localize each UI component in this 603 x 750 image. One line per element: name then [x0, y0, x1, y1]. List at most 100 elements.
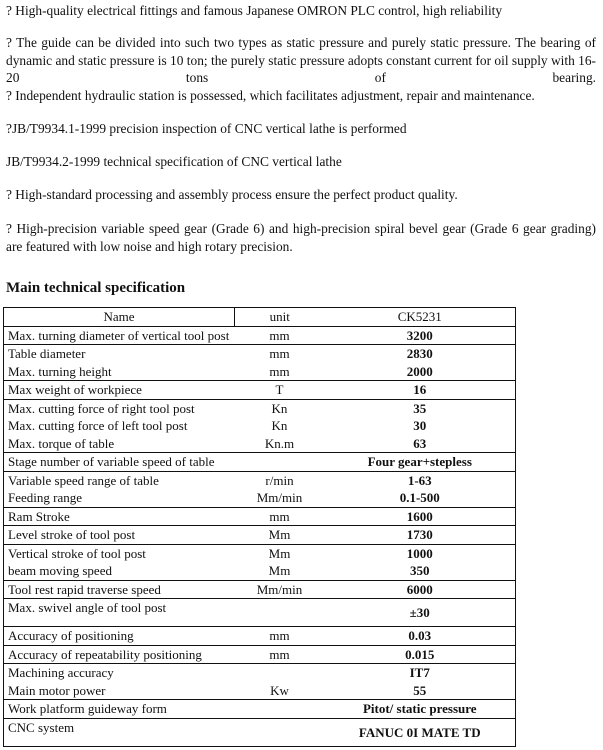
spec-name: Max. cutting force of left tool post: [8, 418, 188, 434]
spec-name: beam moving speed: [8, 563, 112, 579]
feature-specification: JB/T9934.2-1999 technical specification …: [6, 154, 342, 169]
spec-unit: Mm: [268, 563, 291, 579]
spec-value: 1000: [324, 543, 516, 562]
spec-name: Stage number of variable speed of table: [3, 452, 235, 471]
spec-unit: mm: [269, 363, 290, 379]
table-row: Max. turning height mm 2000: [4, 363, 516, 381]
feature-guide: ? The guide can be divided into such two…: [6, 35, 596, 85]
spec-value: 6000: [324, 579, 516, 599]
spec-name: Max. cutting force of right tool post: [3, 398, 235, 417]
spec-value: 63: [413, 435, 427, 451]
table-row: Max. swivel angle of tool post ±30: [3, 598, 516, 627]
spec-unit: mm: [234, 626, 325, 645]
spec-value: Pitot/ static pressure: [324, 699, 516, 718]
header-model: CK5231: [324, 307, 516, 326]
spec-name: Accuracy of repeatability positioning: [3, 644, 235, 664]
spec-name: Max weight of workpiece: [3, 380, 235, 399]
spec-value: Four gear+stepless: [324, 452, 516, 471]
spec-name: Machining accuracy: [3, 663, 235, 682]
table-row: Accuracy of repeatability positioning mm 0…: [3, 644, 516, 664]
table-row: Max. cutting force of right tool post Kn 3…: [3, 398, 516, 417]
spec-unit: [234, 663, 325, 682]
spec-name: Level stroke of tool post: [3, 525, 235, 544]
spec-name: Max. torque of table: [8, 435, 115, 451]
table-row: Max. cutting force of left tool post Kn 30: [4, 417, 516, 435]
feature-processing: ? High-standard processing and assembly …: [6, 187, 458, 202]
spec-unit: T: [234, 380, 325, 399]
table-row: Table diameter mm 2830: [3, 344, 516, 363]
table-row: Stage number of variable speed of table F…: [3, 452, 516, 471]
spec-unit: Kn.m: [264, 435, 295, 451]
spec-name: Ram Stroke: [3, 506, 235, 526]
spec-name: Variable speed range of table: [3, 470, 235, 489]
spec-value: 30: [413, 418, 427, 434]
spec-value: 55: [413, 682, 427, 698]
spec-name: Work platform guideway form: [3, 699, 235, 718]
header-name: Name: [3, 307, 235, 326]
table-row: Ram Stroke mm 1600: [3, 506, 516, 526]
spec-value: 1730: [324, 525, 516, 544]
spec-unit: [234, 452, 325, 471]
table-row: Variable speed range of table r/min 1-63: [3, 470, 516, 489]
table-row: CNC system FANUC 0I MATE TD: [3, 717, 516, 746]
spec-value: 1-63: [324, 470, 516, 489]
feature-hydraulic: ? Independent hydraulic station is posse…: [6, 88, 535, 103]
table-row: Feeding range Mm/min 0.1-500: [4, 489, 516, 507]
spec-value: 16: [324, 380, 516, 399]
spec-value: 0.03: [324, 626, 516, 645]
header-unit: unit: [234, 307, 325, 326]
table-row: Max. turning diameter of vertical tool p…: [3, 325, 516, 345]
spec-value: 3200: [324, 325, 516, 345]
spec-unit: Kn: [234, 398, 325, 417]
spec-unit: mm: [234, 325, 325, 345]
table-row: beam moving speed Mm 350: [4, 562, 516, 580]
spec-value: FANUC 0I MATE TD: [324, 717, 516, 746]
table-row: Tool rest rapid traverse speed Mm/min 6000: [3, 579, 516, 599]
table-row: Work platform guideway form Pitot/ static…: [3, 699, 516, 718]
spec-unit: [234, 699, 325, 718]
table-row: Max weight of workpiece T 16: [3, 380, 516, 399]
spec-name: Table diameter: [3, 344, 235, 363]
table-row: Machining accuracy IT7: [3, 663, 516, 682]
table-row: Level stroke of tool post Mm 1730: [3, 525, 516, 544]
spec-name: Feeding range: [8, 490, 83, 506]
spec-value: ±30: [324, 598, 516, 627]
spec-value: 1600: [324, 506, 516, 526]
feature-gears: ? High-precision variable speed gear (Gr…: [6, 221, 596, 254]
spec-value: 2830: [324, 344, 516, 363]
table-row: Main motor power Kw 55: [4, 682, 516, 700]
spec-unit: mm: [234, 644, 325, 664]
spec-value: 35: [324, 398, 516, 417]
feature-inspection: ?JB/T9934.1-1999 precision inspection of…: [6, 121, 407, 136]
spec-value: 0.015: [324, 644, 516, 664]
spec-unit: Kw: [270, 682, 289, 698]
spec-name: CNC system: [3, 717, 235, 746]
spec-value: 0.1-500: [399, 490, 440, 506]
spec-name: Max. swivel angle of tool post: [3, 598, 235, 627]
table-row: Max. torque of table Kn.m 63: [4, 435, 516, 453]
spec-unit: Mm: [234, 525, 325, 544]
spec-unit: mm: [234, 344, 325, 363]
spec-name: Accuracy of positioning: [3, 626, 235, 645]
spec-table: Name unit CK5231 Max. turning diameter o…: [3, 307, 516, 747]
spec-unit: Mm/min: [256, 490, 303, 506]
table-row: Accuracy of positioning mm 0.03: [3, 626, 516, 645]
spec-value: IT7: [324, 663, 516, 682]
spec-unit: r/min: [234, 470, 325, 489]
spec-name: Tool rest rapid traverse speed: [3, 579, 235, 599]
feature-electrical: ? High-quality electrical fittings and f…: [6, 3, 503, 18]
table-row: Vertical stroke of tool post Mm 1000: [3, 543, 516, 562]
spec-value: 2000: [406, 363, 433, 379]
table-header-row: Name unit CK5231: [3, 307, 516, 326]
spec-name: Max. turning diameter of vertical tool p…: [3, 325, 235, 345]
spec-unit: Mm: [234, 543, 325, 562]
spec-name: Main motor power: [8, 682, 106, 698]
spec-unit: Mm/min: [234, 579, 325, 599]
spec-name: Max. turning height: [8, 363, 112, 379]
spec-name: Vertical stroke of tool post: [3, 543, 235, 562]
spec-unit: [234, 598, 325, 627]
spec-unit: mm: [234, 506, 325, 526]
section-heading: Main technical specification: [6, 280, 186, 296]
spec-unit: [234, 717, 325, 746]
spec-value: 350: [410, 563, 430, 579]
